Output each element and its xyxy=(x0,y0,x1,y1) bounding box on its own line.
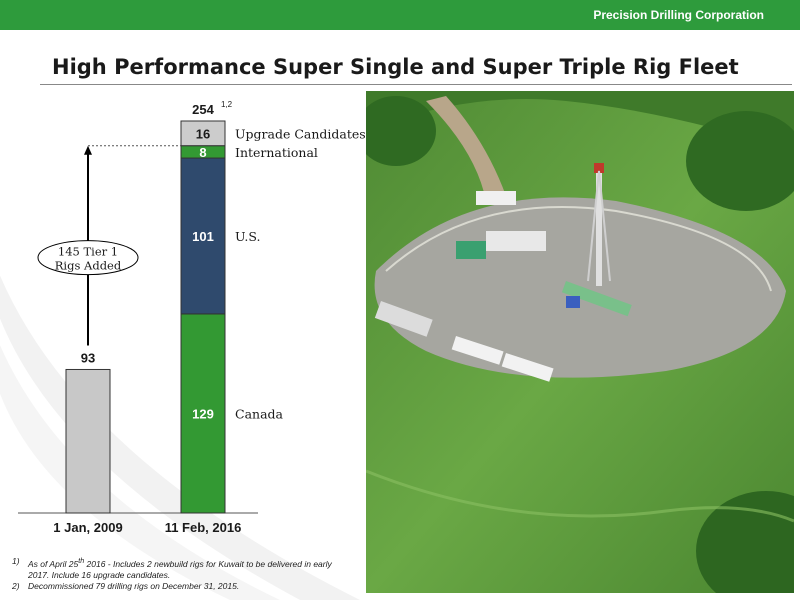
footnote-text: As of April 25th 2016 - Includes 2 newbu… xyxy=(28,556,352,581)
segment-value-label: 16 xyxy=(196,126,210,141)
bar-segment-upgrade-candidates xyxy=(180,120,226,147)
footnote-text-part: As of April 25 xyxy=(28,558,79,569)
bar-total-label: 254 xyxy=(192,102,214,117)
footnote-text: Decommissioned 79 drilling rigs on Decem… xyxy=(28,581,352,592)
annotation-ellipse xyxy=(37,240,139,276)
legend-label-u-s-: U.S. xyxy=(235,229,260,244)
footnote-superscript: th xyxy=(78,557,85,565)
segment-value-label: 101 xyxy=(192,229,214,244)
drilling-rig-photo xyxy=(366,91,794,593)
rig-fleet-chart: 93 1 Jan, 2009 129 Canada 101 U.S. 8 Internatio… xyxy=(18,100,365,535)
company-name: Precision Drilling Corporation xyxy=(593,8,764,22)
footnote-number: 1) xyxy=(12,556,20,566)
segment-value-label: 129 xyxy=(192,406,214,421)
bar-segment-u-s- xyxy=(180,157,226,315)
x-category-label: 1 Jan, 2009 xyxy=(53,520,122,535)
photo-illustration xyxy=(366,91,794,593)
x-category-label: 11 Feb, 2016 xyxy=(165,520,242,535)
footnotes: 1) As of April 25th 2016 - Includes 2 ne… xyxy=(12,556,352,592)
footnote-text-part: Decommissioned 79 drilling rigs on Decem… xyxy=(28,580,240,591)
legend-label-international: International xyxy=(235,145,318,160)
footnote-1: 1) As of April 25th 2016 - Includes 2 ne… xyxy=(12,556,352,581)
bar-segment-canada xyxy=(180,313,226,514)
bar-segment-1-jan-2009 xyxy=(65,368,111,514)
header-bar: Precision Drilling Corporation xyxy=(0,0,800,30)
page-title: High Performance Super Single and Super … xyxy=(52,55,739,79)
footnote-2: 2) Decommissioned 79 drilling rigs on De… xyxy=(12,581,352,592)
footnote-number: 2) xyxy=(12,580,20,591)
annotation-arrow-head xyxy=(84,145,92,155)
bar-total-superscript: 1,2 xyxy=(221,100,233,109)
annotation-label-line-2: Rigs Added xyxy=(55,259,122,273)
legend-label-canada: Canada xyxy=(235,406,284,421)
annotation-label-line-1: 145 Tier 1 xyxy=(58,245,118,259)
bar-total-label: 93 xyxy=(81,350,95,365)
background-swoosh xyxy=(0,275,360,600)
segment-value-label: 8 xyxy=(199,145,206,160)
title-rule xyxy=(40,84,792,85)
footnote-text-part: 2016 - Includes 2 newbuild rigs for Kuwa… xyxy=(28,558,332,580)
legend-label-upgrade-candidates: Upgrade Candidates xyxy=(235,126,365,141)
